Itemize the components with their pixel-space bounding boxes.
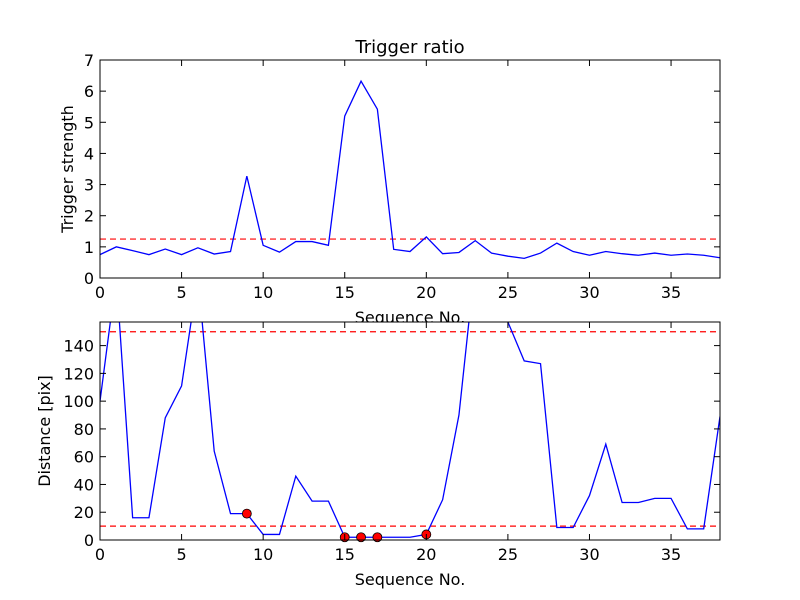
x-tick-label: 5	[176, 545, 186, 564]
data-point-marker	[372, 532, 383, 543]
distance-chart: 0 5 10 15 20 25 30 35 0 20 40 60 80 100 120 140 Sequen…	[35, 321, 721, 589]
x-tick-label: 15	[335, 545, 355, 564]
y-tick-label: 120	[63, 364, 94, 383]
y-tick-label: 2	[84, 207, 94, 226]
x-axis-label: Sequence No.	[355, 570, 466, 589]
y-tick-label: 140	[63, 337, 94, 356]
x-tick-label: 0	[95, 283, 105, 302]
y-tick-label: 0	[84, 531, 94, 550]
x-tick-label: 20	[416, 283, 436, 302]
x-tick-label: 30	[579, 545, 599, 564]
y-tick-label: 5	[84, 113, 94, 132]
x-tick-label: 35	[661, 283, 681, 302]
y-tick-label: 20	[74, 503, 94, 522]
y-tick-label: 7	[84, 51, 94, 70]
x-tick-label: 35	[661, 545, 681, 564]
x-tick-label: 15	[335, 283, 355, 302]
plot-background	[100, 60, 720, 278]
y-tick-label: 6	[84, 82, 94, 101]
y-tick-label: 0	[84, 269, 94, 288]
y-tick-label: 80	[74, 420, 94, 439]
x-tick-label: 25	[498, 283, 518, 302]
y-axis-label: Distance [pix]	[35, 375, 54, 487]
plot-background	[100, 322, 720, 540]
chart-title: Trigger ratio	[354, 37, 464, 58]
series-line	[100, 322, 720, 538]
x-tick-label: 30	[579, 283, 599, 302]
x-tick-label: 10	[253, 545, 273, 564]
x-tick-label: 20	[416, 545, 436, 564]
y-tick-label: 60	[74, 448, 94, 467]
series-line	[100, 79, 720, 260]
data-point-marker	[356, 532, 366, 543]
x-tick-label: 25	[498, 545, 518, 564]
plot-frame	[99, 59, 721, 279]
y-tick-label: 100	[63, 392, 94, 411]
y-tick-label: 1	[84, 238, 94, 257]
y-tick-label: 4	[84, 144, 94, 163]
data-point-marker	[241, 508, 252, 519]
x-tick-label: 5	[176, 283, 186, 302]
x-tick-label: 0	[95, 545, 105, 564]
y-axis-label: Trigger strength	[58, 105, 77, 234]
x-tick-label: 10	[253, 283, 273, 302]
plot-frame	[99, 321, 721, 541]
y-tick-label: 3	[84, 176, 94, 195]
y-tick-label: 40	[74, 475, 94, 494]
